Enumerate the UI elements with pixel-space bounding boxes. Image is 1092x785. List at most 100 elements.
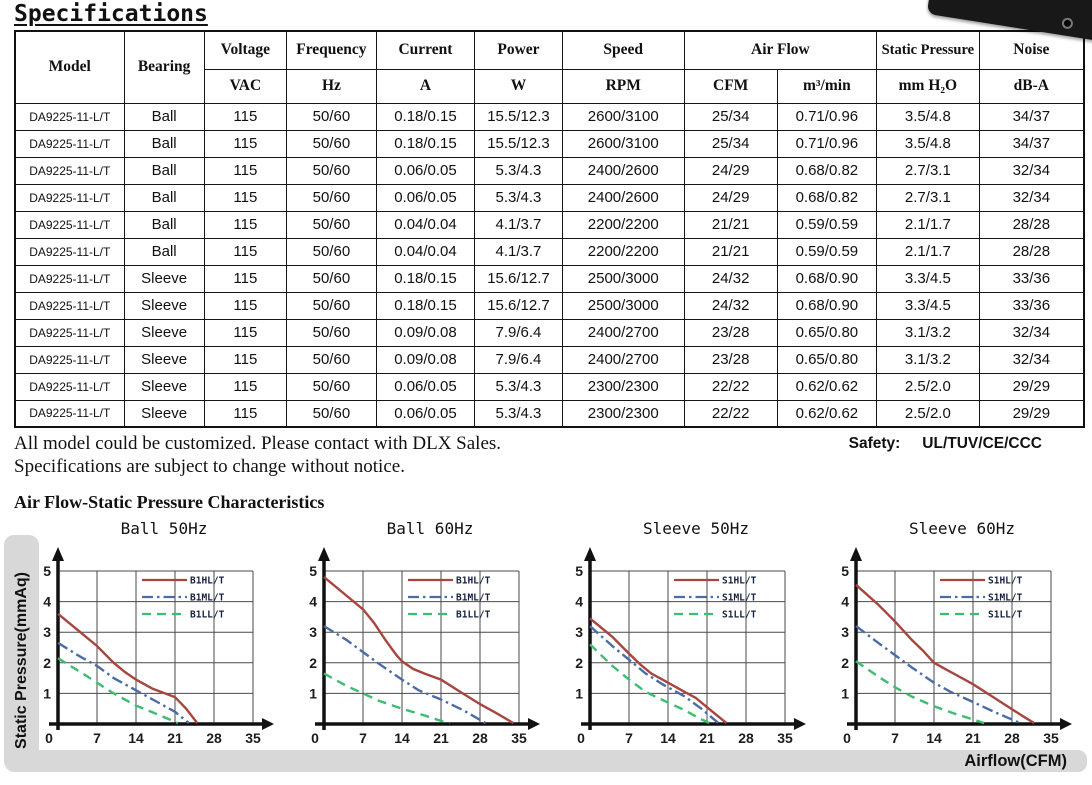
spec-cell: 115 (203, 156, 288, 185)
col-header-power: Power (474, 30, 563, 70)
svg-text:2: 2 (309, 655, 317, 671)
spec-cell: 33/36 (978, 291, 1085, 320)
spec-cell: 0.18/0.15 (375, 264, 476, 293)
spec-cell: 4.1/3.7 (474, 210, 563, 239)
spec-cell: 115 (203, 102, 288, 131)
svg-text:0: 0 (577, 730, 585, 746)
svg-text:14: 14 (128, 730, 144, 746)
spec-cell: 32/34 (978, 345, 1085, 374)
svg-text:0: 0 (45, 730, 53, 746)
svg-text:B1HL/T: B1HL/T (190, 576, 225, 587)
x-axis-label: Airflow(CFM) (964, 752, 1067, 771)
spec-cell: 0.65/0.80 (776, 345, 878, 374)
col-header-noise: Noise (978, 30, 1085, 70)
chart-plot-sleeve-50hz: 0 7 14 21 28 35 1 2 3 4 5 S1HL/T S1ML/T S1LL/T (575, 547, 806, 746)
spec-cell: Ball (123, 129, 205, 158)
svg-text:S1LL/T: S1LL/T (988, 610, 1023, 621)
spec-cell: 115 (203, 318, 288, 347)
spec-cell: 32/34 (978, 318, 1085, 347)
spec-cell: 0.68/0.90 (776, 291, 878, 320)
spec-cell: 25/34 (683, 129, 778, 158)
page-title: Specifications (14, 1, 208, 27)
spec-cell: 15.6/12.7 (474, 291, 563, 320)
col-header-voltage: Voltage (203, 30, 288, 70)
svg-text:4: 4 (309, 594, 317, 610)
spec-cell: 3.1/3.2 (876, 345, 980, 374)
svg-text:2: 2 (43, 655, 51, 671)
chart-plot-sleeve-60hz: 0 7 14 21 28 35 1 2 3 4 5 S1HL/T S1ML/T S1LL/T (841, 547, 1072, 746)
svg-text:3: 3 (575, 625, 583, 641)
spec-cell: Sleeve (123, 372, 205, 401)
spec-row: DA9225-11-L/T Ball 115 50/60 0.06/0.05 5.3/4.… (14, 156, 1085, 185)
spec-cell: 22/22 (683, 372, 778, 401)
chart-plot-ball-60hz: 0 7 14 21 28 35 1 2 3 4 5 B1HL/T B1ML/T B1LL/T (309, 547, 540, 746)
svg-text:2: 2 (575, 655, 583, 671)
spec-cell: 115 (203, 345, 288, 374)
spec-row: DA9225-11-L/T Ball 115 50/60 0.18/0.15 15.5/1… (14, 129, 1085, 158)
svg-text:0: 0 (311, 730, 319, 746)
spec-cell: 0.18/0.15 (375, 102, 476, 131)
spec-cell: 115 (203, 372, 288, 401)
col-header-airflow: Air Flow (683, 30, 878, 70)
spec-cell: DA9225-11-L/T (14, 291, 125, 320)
unit-vac: VAC (203, 68, 288, 104)
spec-cell: DA9225-11-L/T (14, 210, 125, 239)
spec-cell: 0.09/0.08 (375, 318, 476, 347)
svg-text:S1LL/T: S1LL/T (722, 610, 757, 621)
svg-text:35: 35 (245, 730, 261, 746)
spec-cell: 34/37 (978, 129, 1085, 158)
spec-cell: 2.1/1.7 (876, 237, 980, 266)
svg-text:3: 3 (309, 625, 317, 641)
spec-cell: 28/28 (978, 210, 1085, 239)
spec-cell: 2600/3100 (561, 102, 685, 131)
spec-cell: Sleeve (123, 399, 205, 428)
spec-cell: 7.9/6.4 (474, 345, 563, 374)
spec-cell: Ball (123, 102, 205, 131)
spec-cell: 3.3/4.5 (876, 291, 980, 320)
svg-text:7: 7 (625, 730, 633, 746)
spec-cell: 0.18/0.15 (375, 291, 476, 320)
x-axis-label-bar: Airflow(CFM) (5, 750, 1087, 773)
spec-cell: 0.06/0.05 (375, 183, 476, 212)
spec-cell: 115 (203, 129, 288, 158)
unit-rpm: RPM (561, 68, 685, 104)
spec-row: DA9225-11-L/T Sleeve 115 50/60 0.09/0.08 7.9/… (14, 318, 1085, 347)
svg-text:35: 35 (511, 730, 527, 746)
spec-cell: 115 (203, 399, 288, 428)
spec-cell: 29/29 (978, 372, 1085, 401)
col-header-frequency: Frequency (286, 30, 377, 70)
chart-ball-60hz: Ball 60Hz 0 7 14 21 28 35 1 2 3 4 5 B1HL/T B1ML/T B1L… (282, 519, 544, 751)
svg-text:7: 7 (359, 730, 367, 746)
spec-cell: 0.59/0.59 (776, 210, 878, 239)
spec-cell: Ball (123, 183, 205, 212)
spec-cell: 5.3/4.3 (474, 399, 563, 428)
spec-cell: 0.04/0.04 (375, 237, 476, 266)
col-header-bearing: Bearing (123, 30, 205, 104)
spec-cell: 0.71/0.96 (776, 102, 878, 131)
spec-cell: 23/28 (683, 318, 778, 347)
spec-cell: 0.68/0.82 (776, 183, 878, 212)
spec-cell: 5.3/4.3 (474, 372, 563, 401)
spec-cell: 21/21 (683, 237, 778, 266)
spec-cell: 50/60 (286, 102, 377, 131)
spec-cell: 115 (203, 210, 288, 239)
spec-cell: 24/32 (683, 264, 778, 293)
unit-cfm: CFM (683, 68, 778, 104)
svg-text:28: 28 (472, 730, 488, 746)
footnotes: All model could be customized. Please co… (14, 432, 501, 478)
spec-cell: Ball (123, 156, 205, 185)
spec-cell: 2400/2600 (561, 183, 685, 212)
spec-cell: 115 (203, 237, 288, 266)
spec-cell: 3.1/3.2 (876, 318, 980, 347)
spec-table: Model Bearing Voltage Frequency Current … (14, 30, 1085, 428)
svg-text:14: 14 (394, 730, 410, 746)
svg-text:0: 0 (843, 730, 851, 746)
spec-cell: Sleeve (123, 291, 205, 320)
svg-text:1: 1 (841, 686, 849, 702)
unit-w: W (474, 68, 563, 104)
col-header-current: Current (375, 30, 476, 70)
spec-cell: 50/60 (286, 156, 377, 185)
spec-cell: 50/60 (286, 345, 377, 374)
unit-mmh2o: mm H₂O (876, 68, 980, 104)
spec-cell: DA9225-11-L/T (14, 372, 125, 401)
